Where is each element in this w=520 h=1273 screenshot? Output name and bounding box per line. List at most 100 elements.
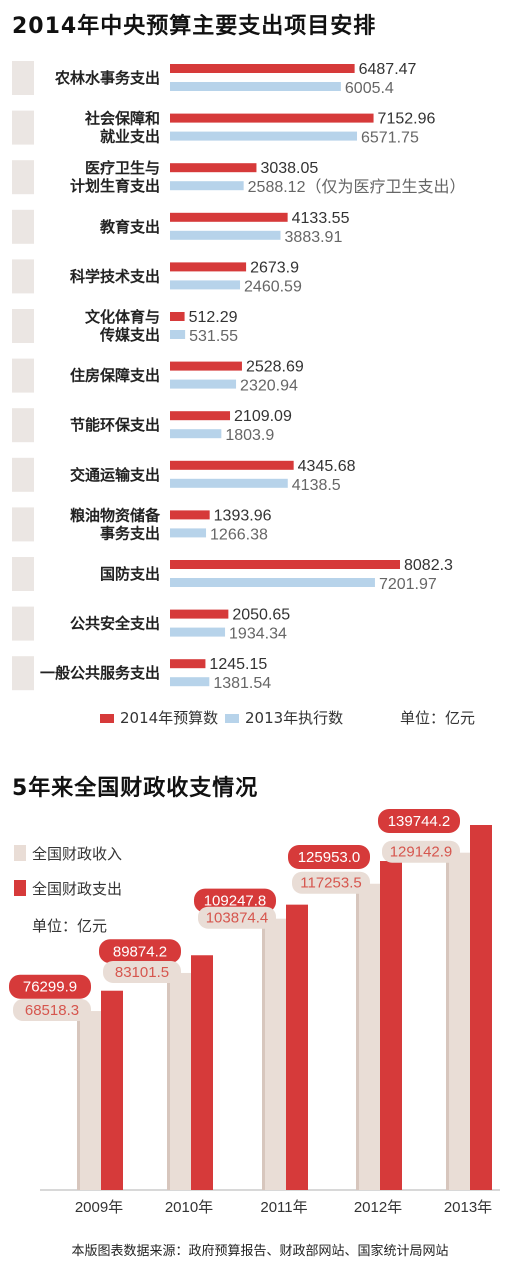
unit-label: 单位：亿元 <box>400 709 475 727</box>
revenue-bar-shade <box>167 972 170 1190</box>
value-label-2013: 3883.91 <box>285 229 343 246</box>
value-label-2014: 7152.96 <box>378 111 436 128</box>
expenditure-value-label: 125953.0 <box>298 849 361 866</box>
legend-label-expenditure: 全国财政支出 <box>32 880 122 898</box>
bar-2014 <box>170 560 400 569</box>
revenue-bubble <box>292 871 370 894</box>
revenue-value-label: 129142.9 <box>390 844 453 861</box>
year-label: 2012年 <box>354 1199 402 1216</box>
revenue-bar-shade <box>446 852 449 1190</box>
revenue-value-label: 83101.5 <box>115 964 169 981</box>
bar-2014 <box>170 361 242 371</box>
expenditure-bubble <box>9 974 91 999</box>
category-marker <box>12 259 34 294</box>
bar-2014 <box>170 113 374 123</box>
expenditure-bubble <box>378 809 460 833</box>
category-marker <box>12 507 34 542</box>
category-label: 教育支出 <box>99 218 160 236</box>
legend-swatch-revenue <box>14 845 26 861</box>
revenue-bar <box>262 918 286 1190</box>
fiscal-chart-title: 5年来全国财政收支情况 <box>12 776 259 801</box>
category-label: 交通运输支出 <box>70 466 160 484</box>
category-label: 粮油物资储备 <box>70 506 161 524</box>
revenue-value-label: 117253.5 <box>300 875 361 892</box>
source-note: 本版图表数据来源：政府预算报告、财政部网站、国家统计局网站 <box>71 1244 449 1259</box>
revenue-bar-shade <box>356 883 359 1190</box>
expenditure-bar <box>286 904 308 1190</box>
bar-2014 <box>170 510 210 520</box>
legend-label-revenue: 全国财政收入 <box>32 845 122 863</box>
category-marker <box>12 656 34 691</box>
legend-swatch-2014 <box>100 714 114 723</box>
category-label: 节能环保支出 <box>70 416 160 434</box>
category-marker <box>12 209 34 244</box>
category-label: 农林水事务支出 <box>54 69 160 87</box>
value-label-2013: 2460.59 <box>244 278 302 295</box>
bar-2013 <box>170 578 375 587</box>
category-label: 公共安全支出 <box>70 615 160 633</box>
expenditure-bubble <box>99 939 181 964</box>
value-label-2014: 3038.05 <box>260 160 318 177</box>
expenditure-bubble <box>288 845 370 870</box>
budget-chart-title: 2014年中央预算主要支出项目安排 <box>12 14 377 39</box>
value-label-2013: 531.55 <box>189 328 238 345</box>
expenditure-bar <box>191 955 213 1190</box>
category-label: 文化体育与 <box>85 308 160 326</box>
category-marker <box>12 457 34 492</box>
expenditure-value-label: 109247.8 <box>204 893 267 910</box>
value-label-2013: 2588.12（仅为医疗卫生支出） <box>248 178 466 196</box>
category-label: 传媒支出 <box>99 326 160 344</box>
value-label-2014: 2528.69 <box>246 359 304 376</box>
revenue-value-label: 103874.4 <box>206 910 269 927</box>
year-label: 2009年 <box>75 1199 123 1216</box>
value-label-2014: 2673.9 <box>250 259 299 276</box>
bar-2014 <box>170 659 206 669</box>
revenue-value-label: 68518.3 <box>25 1002 79 1019</box>
value-label-2013: 1803.9 <box>225 427 274 444</box>
category-marker <box>12 557 34 591</box>
revenue-bubble <box>103 960 181 983</box>
category-label: 就业支出 <box>100 128 160 146</box>
category-label: 计划生育支出 <box>70 177 160 195</box>
year-label: 2011年 <box>260 1199 307 1216</box>
bar-2013 <box>170 478 288 488</box>
bar-2013 <box>170 82 341 91</box>
expenditure-value-label: 76299.9 <box>23 979 77 996</box>
year-label: 2010年 <box>165 1199 213 1216</box>
value-label-2013: 7201.97 <box>379 576 437 593</box>
bar-2013 <box>170 280 241 290</box>
category-marker <box>12 606 34 641</box>
bar-2014 <box>170 312 185 321</box>
legend-label-2014: 2014年预算数 <box>120 709 218 727</box>
revenue-bar <box>167 972 191 1190</box>
bar-2013 <box>170 230 281 240</box>
value-label-2014: 2109.09 <box>234 408 292 425</box>
bar-2014 <box>170 262 247 272</box>
year-label: 2013年 <box>444 1199 492 1216</box>
expenditure-bar <box>470 825 492 1190</box>
legend-swatch-2013 <box>225 714 239 723</box>
bar-2013 <box>170 528 207 538</box>
bar-2014 <box>170 609 229 619</box>
legend-label-2013: 2013年执行数 <box>245 709 343 727</box>
category-label: 科学技术支出 <box>70 267 160 285</box>
value-label-2013: 6005.4 <box>345 80 394 97</box>
revenue-bar-shade <box>77 1011 80 1190</box>
bar-2013 <box>170 181 244 191</box>
revenue-bubble <box>382 840 460 863</box>
value-label-2013: 2320.94 <box>240 378 298 395</box>
category-label: 一般公共服务支出 <box>40 664 160 682</box>
value-label-2013: 1934.34 <box>229 626 287 643</box>
bar-2013 <box>170 131 358 141</box>
category-marker <box>12 408 34 443</box>
unit-label: 单位：亿元 <box>32 917 107 935</box>
category-label: 事务支出 <box>100 524 160 542</box>
revenue-bar <box>77 1011 101 1190</box>
revenue-bubble <box>198 906 276 929</box>
bar-2014 <box>170 411 231 421</box>
value-label-2013: 1381.54 <box>213 675 271 692</box>
value-label-2014: 1393.96 <box>214 507 272 524</box>
bar-2014 <box>170 212 288 222</box>
